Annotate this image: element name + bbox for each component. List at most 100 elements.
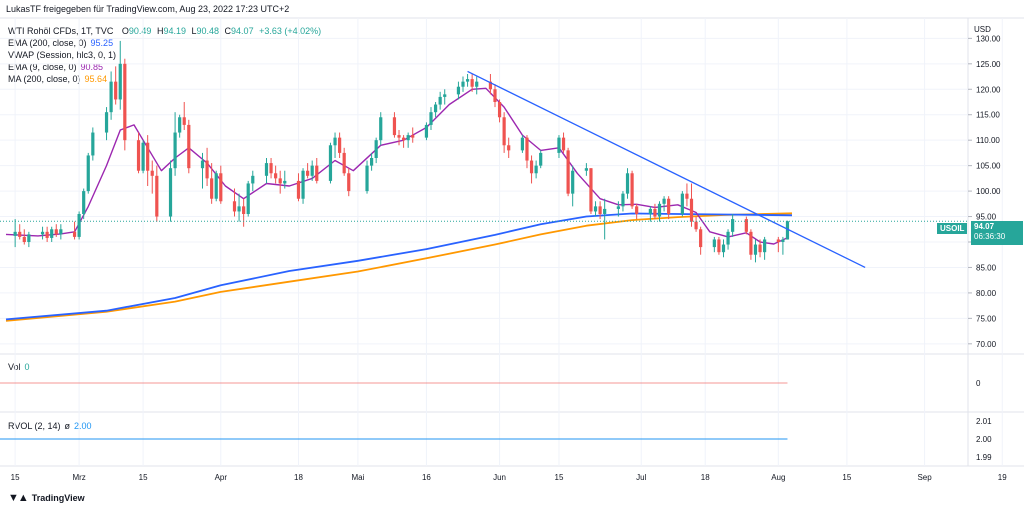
candle-up <box>77 211 81 240</box>
candle-down <box>278 170 282 194</box>
candle-body <box>146 142 150 171</box>
candle-up <box>118 40 122 110</box>
legend-ema200[interactable]: EMA (200, close, 0) 95.25 <box>8 38 113 48</box>
candle-down <box>342 147 346 176</box>
candle-up <box>520 135 525 153</box>
candle-up <box>328 142 333 184</box>
candle-body <box>438 96 442 105</box>
current-price-badge: 94.07 06:36:30 <box>971 221 1023 245</box>
price-tick-label: 100.00 <box>976 187 1001 196</box>
candle-body <box>45 231 49 238</box>
candle-body <box>406 135 410 141</box>
candle-up <box>374 137 378 164</box>
candle-body <box>616 206 620 209</box>
candle-up <box>59 224 63 240</box>
legend-c-label: C <box>224 26 232 36</box>
candle-body <box>763 239 767 253</box>
price-tick-label: 125.00 <box>976 60 1001 69</box>
candle-up <box>264 158 269 184</box>
candle-body <box>630 173 634 207</box>
candle-body <box>717 239 721 253</box>
legend-vwap[interactable]: VWAP (Session, hlc3, 0, 1) <box>8 50 116 60</box>
candle-down <box>397 130 401 146</box>
candle-body <box>785 221 790 240</box>
legend-open-value: 90.49 <box>128 26 152 36</box>
candle-body <box>424 124 429 138</box>
current-price-value: 94.07 <box>974 222 995 231</box>
legend-main[interactable]: WTI Rohöl CFDs, 1T, TVC O90.49 H94.19 L9… <box>8 26 321 36</box>
candle-body <box>251 175 255 184</box>
candle-up <box>82 188 86 220</box>
candle-up <box>456 81 461 100</box>
candle-body <box>296 180 301 199</box>
legend-rvol[interactable]: RVOL (2, 14) ø 2.00 <box>8 421 92 431</box>
candle-down <box>187 119 191 174</box>
candle-body <box>173 132 177 169</box>
candle-body <box>141 142 145 171</box>
candle-body <box>315 165 319 181</box>
time-tick-label: Jul <box>636 473 646 482</box>
tradingview-brand: TradingView <box>31 493 85 503</box>
candle-body <box>22 236 26 242</box>
candle-body <box>370 158 374 166</box>
candle-body <box>40 231 45 235</box>
candle-up <box>785 220 790 240</box>
time-tick-label: 18 <box>294 473 303 482</box>
legend-h-label: H <box>156 26 164 36</box>
candle-up <box>753 239 758 263</box>
legend-ma200[interactable]: MA (200, close, 0) 95.64 <box>8 74 107 84</box>
candle-up <box>333 132 337 158</box>
time-tick-label: Mrz <box>72 473 85 482</box>
candle-body <box>529 160 534 174</box>
legend-ema9-value: 90.85 <box>80 62 104 72</box>
candle-body <box>502 117 506 146</box>
candle-up <box>461 76 465 92</box>
candle-down <box>296 173 301 202</box>
candle-up <box>781 236 785 255</box>
candle-body <box>497 102 502 118</box>
candle-down <box>136 132 141 174</box>
candle-body <box>301 170 305 199</box>
candle-up <box>475 76 479 95</box>
candle-up <box>370 152 374 171</box>
candle-up <box>168 160 173 222</box>
tradingview-logo[interactable]: ▼▲ TradingView <box>8 492 85 504</box>
candle-body <box>379 117 383 141</box>
candle-body <box>593 206 598 212</box>
candle-body <box>689 198 694 222</box>
price-tick-label: 105.00 <box>976 162 1001 171</box>
candle-body <box>269 163 273 174</box>
price-tick-label: 130.00 <box>976 34 1001 43</box>
price-tick-label: 85.00 <box>976 263 997 272</box>
candle-down <box>470 74 474 92</box>
candle-up <box>178 114 182 138</box>
candle-body <box>566 150 570 194</box>
legend-ema9[interactable]: EMA (9, close, 0) 90.85 <box>8 62 103 72</box>
candle-body <box>456 86 461 95</box>
legend-high-value: 94.19 <box>163 26 186 36</box>
candle-up <box>104 107 109 141</box>
candle-down <box>274 165 278 184</box>
candle-down <box>561 132 566 153</box>
candle-down <box>338 132 342 158</box>
price-tick-label: 75.00 <box>976 314 997 323</box>
candle-up <box>726 229 730 250</box>
candle-body <box>114 81 118 100</box>
legend-close-value: 94.07 <box>231 26 254 36</box>
tradingview-logo-icon: ▼▲ <box>8 492 29 504</box>
candle-body <box>465 79 470 82</box>
candle-up <box>625 168 630 199</box>
candle-body <box>726 231 730 245</box>
candle-body <box>539 152 543 166</box>
candle-body <box>662 198 666 204</box>
candle-body <box>155 175 159 217</box>
bar-countdown: 06:36:30 <box>974 232 1006 241</box>
candle-body <box>178 117 182 133</box>
candle-body <box>589 168 593 212</box>
legend-o-label: O <box>121 26 129 36</box>
candle-body <box>278 178 282 184</box>
legend-rvol-sep: ø <box>64 421 71 431</box>
candle-down <box>717 236 721 255</box>
legend-vol[interactable]: Vol 0 <box>8 362 30 372</box>
